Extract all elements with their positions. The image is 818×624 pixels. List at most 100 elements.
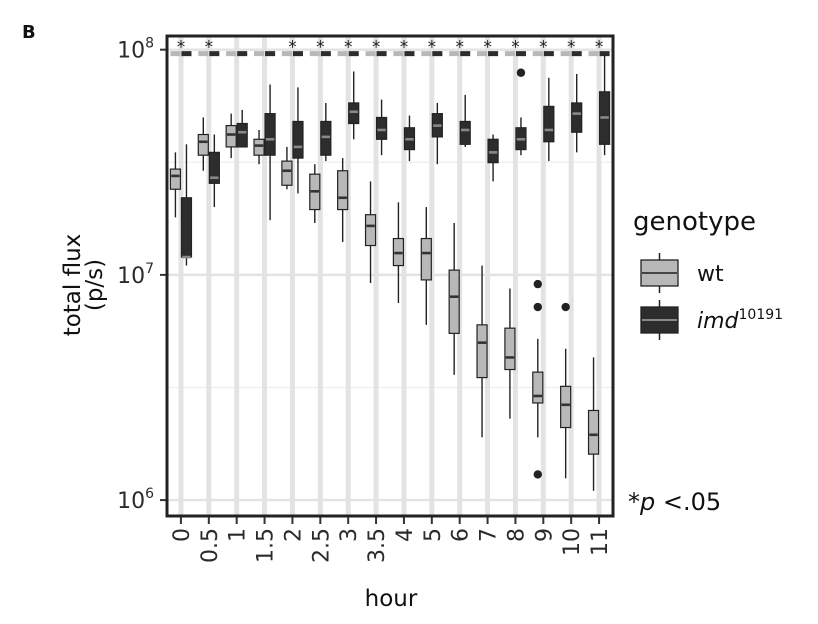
box-iqr [560, 385, 572, 429]
box-iqr [587, 409, 600, 455]
x-axis: 0 0.5 1 1.5 2 2.5 3 3.5 4 5 6 7 8 9 10 11 [170, 517, 613, 563]
box-wt [197, 117, 209, 171]
box-iqr [292, 120, 304, 159]
sig-bar-wt [477, 51, 488, 57]
sig-bar-wt [560, 51, 571, 57]
box-iqr [420, 237, 432, 281]
box-iqr [208, 151, 220, 184]
box-imd [208, 134, 220, 208]
sig-bar-wt [309, 51, 320, 57]
x-tick-label: 5 [421, 528, 446, 542]
sig-bar-wt [337, 51, 348, 57]
x-tick-label: 3 [337, 528, 362, 542]
box-iqr [543, 105, 555, 143]
box-imd [264, 84, 276, 221]
box-iqr [264, 113, 276, 156]
sig-bar-wt [393, 51, 404, 57]
sig-bar-imd [348, 51, 359, 57]
y-tick-exponent: 7 [145, 261, 154, 277]
box-wt [169, 152, 182, 218]
significance-star: * [288, 38, 297, 58]
significance-star: * [455, 38, 464, 58]
box-iqr [281, 160, 293, 186]
box-imd [543, 77, 555, 162]
box-iqr [476, 324, 488, 379]
box-wt [476, 265, 488, 438]
x-tick-label: 2 [281, 528, 306, 542]
sig-bar-imd [292, 51, 303, 57]
sig-bar-wt [504, 51, 515, 57]
x-tick-label: 2.5 [309, 528, 334, 563]
box-iqr [571, 102, 583, 133]
y-tick-base: 10 [117, 264, 145, 289]
y-tick-exponent: 6 [145, 486, 154, 502]
note-p: p [639, 488, 655, 516]
outlier-point [533, 470, 542, 479]
sig-bar-imd [237, 51, 248, 57]
legend-label-superscript: 10191 [739, 307, 784, 323]
box-imd [348, 71, 360, 140]
outlier-point [561, 302, 570, 312]
legend-label-name: imd [697, 309, 740, 334]
box-wt [364, 181, 377, 284]
box-wt [448, 222, 460, 375]
sig-bar-wt [365, 51, 376, 57]
sig-bar-wt [532, 51, 543, 57]
box-iqr [459, 120, 471, 145]
box-wt [532, 279, 544, 479]
sig-bar-wt [226, 51, 237, 57]
significance-star: * [400, 38, 409, 58]
significance-star: * [177, 38, 186, 58]
legend: genotype wt imd10191 [633, 207, 783, 340]
significance-star: * [344, 38, 353, 58]
x-tick-label: 8 [504, 528, 529, 542]
box-iqr [337, 170, 349, 211]
box-imd [403, 115, 416, 162]
sig-bar-imd [543, 51, 554, 57]
box-iqr [364, 214, 377, 247]
legend-label: imd10191 [697, 307, 783, 334]
box-iqr [504, 327, 516, 371]
significance-note: *p <.05 [628, 488, 721, 516]
sig-bar-wt [421, 51, 432, 57]
sig-bar-imd [376, 51, 387, 57]
x-tick-label: 11 [588, 528, 613, 556]
sig-bar-imd [488, 51, 499, 57]
outlier-point [516, 68, 526, 77]
box-iqr [348, 102, 360, 125]
x-axis-title: hour [365, 586, 418, 612]
sig-bar-wt [449, 51, 460, 57]
significance-star: * [511, 38, 520, 58]
sig-bar-imd [265, 51, 276, 57]
box-iqr [448, 269, 460, 334]
x-tick-label: 1.5 [254, 528, 279, 563]
y-axis-title-line2: (p/s) [82, 259, 108, 311]
box-iqr [197, 133, 209, 156]
y-tick-label: 108 [117, 36, 154, 64]
box-iqr [375, 116, 388, 140]
legend-entry-wt: wt [640, 253, 724, 293]
y-tick-base: 10 [117, 39, 145, 64]
box-wt [504, 288, 516, 419]
box-iqr [320, 120, 332, 156]
sig-bar-imd [181, 51, 192, 57]
box-wt [309, 164, 321, 223]
box-imd [459, 94, 471, 147]
y-tick-label: 106 [117, 486, 154, 514]
y-tick-base: 10 [117, 489, 145, 514]
significance-star: * [316, 38, 325, 58]
sig-bar-imd [460, 51, 471, 57]
significance-star: * [428, 38, 437, 58]
box-iqr [169, 168, 182, 190]
box-iqr [236, 122, 248, 148]
box-iqr [532, 371, 544, 404]
legend-label: wt [697, 262, 724, 287]
box-imd [292, 87, 304, 194]
significance-star: * [539, 38, 548, 58]
box-imd [598, 54, 611, 156]
box-iqr [253, 138, 265, 156]
outlier-point [533, 302, 542, 312]
series-wt [169, 113, 600, 491]
x-tick-label: 0 [170, 528, 195, 542]
